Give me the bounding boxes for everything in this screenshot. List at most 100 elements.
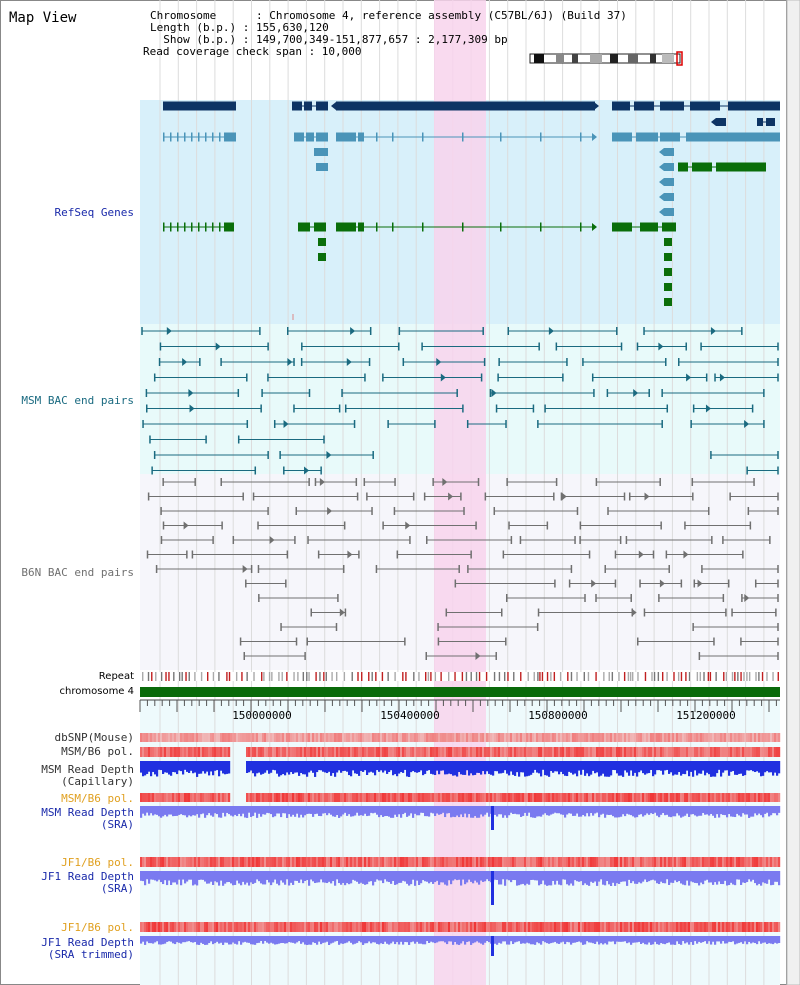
vertical-scrollbar[interactable] — [786, 0, 800, 985]
msm-capillary-depth-bar — [776, 761, 779, 776]
jf1-sra-depth-bar — [260, 871, 263, 884]
msm-pol-heat-cell — [158, 747, 161, 757]
msm-capillary-depth-bar — [396, 761, 399, 777]
msm-capillary-depth-bar — [488, 761, 491, 774]
jf1-pol2-heat-cell — [292, 922, 295, 932]
jf1-trim-depth-bar — [252, 936, 255, 945]
msm-sra-depth-bar — [304, 806, 307, 816]
jf1-pol2-heat-cell — [270, 922, 273, 932]
msm-pol2-heat-cell — [672, 793, 675, 802]
jf1-pol2-heat-cell — [326, 922, 329, 932]
dbsnp-heat-cell — [382, 733, 385, 742]
msm-capillary-depth-bar — [492, 761, 495, 776]
msm-pol-heat-cell — [276, 747, 279, 757]
jf1-pol-heat-cell — [342, 857, 345, 867]
jf1-pol-heat-cell — [190, 857, 193, 867]
jf1-trim-depth-bar — [688, 936, 691, 945]
repeat-element — [657, 672, 660, 681]
msm-pol2-heat-cell — [400, 793, 403, 802]
jf1-sra-depth-bar — [760, 871, 763, 886]
jf1-sra-depth-bar — [748, 871, 751, 880]
msm-pol2-heat-cell — [638, 793, 641, 802]
msm-pol-heat-cell — [350, 747, 353, 757]
msm-pol2-heat-cell — [314, 793, 317, 802]
jf1-sra-depth-bar — [502, 871, 505, 880]
msm-pol-heat-cell — [622, 747, 625, 757]
jf1-pol-heat-cell — [584, 857, 587, 867]
jf1-trim-depth-bar — [364, 936, 367, 944]
dbsnp-heat-cell — [724, 733, 727, 742]
dbsnp-heat-cell — [430, 733, 433, 742]
jf1-pol-heat-cell — [410, 857, 413, 867]
msm-pol2-heat-cell — [292, 793, 295, 802]
jf1-pol2-heat-cell — [328, 922, 331, 932]
msm-pol2-heat-cell — [580, 793, 583, 802]
msm-pol2-heat-cell — [338, 793, 341, 802]
jf1-sra-depth-bar — [698, 871, 701, 886]
jf1-pol-heat-cell — [746, 857, 749, 867]
msm-capillary-depth-bar — [494, 761, 497, 772]
msm-pol2-heat-cell — [414, 793, 417, 802]
dbsnp-heat-cell — [742, 733, 745, 742]
msm-sra-depth-bar — [282, 806, 285, 814]
jf1-pol2-heat-cell — [736, 922, 739, 932]
msm-pol2-heat-cell — [496, 793, 499, 802]
jf1-trim-depth-bar — [156, 936, 159, 942]
jf1-pol2-heat-cell — [278, 922, 281, 932]
msm-sra-depth-bar — [220, 806, 223, 818]
repeat-element — [651, 672, 653, 681]
jf1-pol-heat-cell — [348, 857, 351, 867]
msm-pol-heat-cell — [144, 747, 147, 757]
jf1-pol-heat-cell — [628, 857, 631, 867]
jf1-sra-depth-bar — [326, 871, 329, 884]
msm-sra-depth-bar — [496, 806, 499, 817]
dbsnp-heat-cell — [538, 733, 541, 742]
msm-pol2-heat-cell — [712, 793, 715, 802]
jf1-pol-heat-cell — [720, 857, 723, 867]
jf1-pol2-heat-cell — [208, 922, 211, 932]
gene-teal-exon — [163, 132, 165, 142]
jf1-pol-heat-cell — [480, 857, 483, 867]
jf1-trim-depth-bar — [248, 936, 251, 943]
jf1-trim-depth-bar — [228, 936, 231, 945]
repeat-element — [200, 672, 203, 681]
msm-pol-heat-cell — [356, 747, 359, 757]
jf1-sra-depth-bar — [232, 871, 235, 886]
repeat-element — [723, 672, 725, 681]
msm-capillary-depth-bar — [516, 761, 519, 773]
track-label-b6n-bac[interactable]: B6N BAC end pairs — [21, 566, 134, 579]
msm-pol2-heat-cell — [284, 793, 287, 802]
msm-capillary-depth-bar — [190, 761, 193, 771]
jf1-pol2-heat-cell — [388, 922, 391, 932]
msm-sra-depth-bar — [360, 806, 363, 816]
msm-pol-heat-cell — [198, 747, 201, 757]
msm-pol-heat-cell — [646, 747, 649, 757]
msm-pol2-heat-cell — [662, 793, 665, 802]
msm-sra-depth-bar — [420, 806, 423, 813]
jf1-sra-depth-bar — [254, 871, 257, 883]
jf1-pol2-heat-cell — [458, 922, 461, 932]
msm-capillary-depth-bar — [474, 761, 477, 775]
track-label-refseq[interactable]: RefSeq Genes — [54, 206, 134, 219]
msm-capillary-depth-bar — [562, 761, 565, 775]
jf1-sra-depth-bar — [146, 871, 149, 880]
msm-pol2-heat-cell — [490, 793, 493, 802]
dbsnp-heat-cell — [604, 733, 607, 742]
msm-capillary-depth-bar — [312, 761, 315, 773]
msm-sra-depth-bar — [204, 806, 207, 818]
msm-pol-heat-cell — [592, 747, 595, 757]
dbsnp-heat-cell — [706, 733, 709, 742]
msm-capillary-depth-bar — [688, 761, 691, 777]
track-label-msm-bac[interactable]: MSM BAC end pairs — [21, 394, 134, 407]
msm-pol-heat-cell — [422, 747, 425, 757]
jf1-pol-heat-cell — [346, 857, 349, 867]
msm-pol2-heat-cell — [374, 793, 377, 802]
jf1-pol-heat-cell — [264, 857, 267, 867]
jf1-trim-depth-bar — [556, 936, 559, 944]
msm-capillary-depth-bar — [460, 761, 463, 775]
msm-pol-heat-cell — [472, 747, 475, 757]
msm-pol2-heat-cell — [668, 793, 671, 802]
msm-bac-pair-arrow — [326, 451, 332, 459]
msm-pol2-heat-cell — [592, 793, 595, 802]
